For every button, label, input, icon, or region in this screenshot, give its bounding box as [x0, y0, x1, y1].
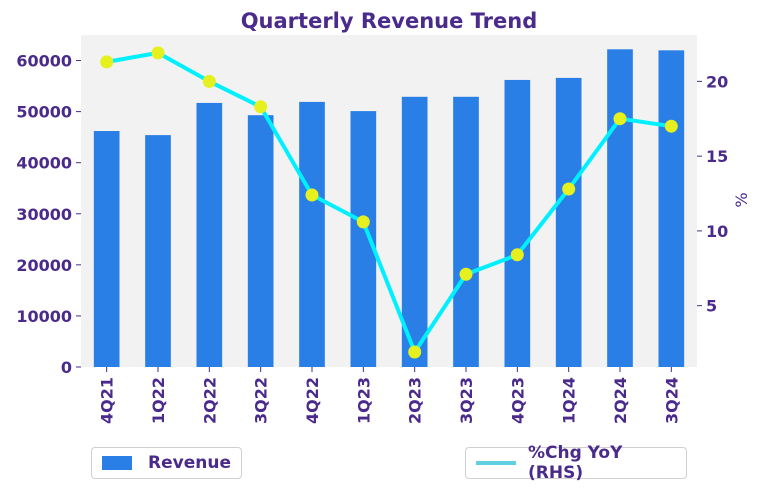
- yoy-point-3q24: [664, 119, 678, 133]
- x-tick-label: 3Q22: [252, 377, 271, 424]
- y-tick-label: 40000: [16, 154, 72, 173]
- x-tick-label: 2Q24: [611, 377, 630, 424]
- bar-2q23: [401, 96, 428, 368]
- yoy-point-1q22: [151, 46, 165, 60]
- bar-1q24: [555, 77, 582, 368]
- bar-3q23: [453, 96, 479, 368]
- yoy-line: [106, 50, 672, 354]
- legend-yoy: %Chg YoY (RHS): [465, 443, 687, 483]
- bars-layer: [93, 49, 685, 368]
- x-tick-label: 1Q22: [149, 377, 168, 424]
- line-layer: [100, 46, 678, 359]
- y-tick-label: 20000: [16, 256, 72, 275]
- legend-revenue-label: Revenue: [148, 453, 231, 473]
- bar-3q22: [247, 115, 274, 367]
- x-tick-label: 1Q23: [354, 377, 373, 424]
- y-tick-label: 50000: [16, 103, 72, 122]
- y-tick-label: 30000: [16, 205, 72, 224]
- yoy-point-1q24: [562, 182, 576, 196]
- x-axis-ticks: 4Q21 1Q22 2Q22 3Q22 4Q22 1Q23 2Q23 3Q23 4Q23 1Q24…: [98, 367, 681, 424]
- bar-2q24: [607, 49, 633, 368]
- yoy-point-3q22: [254, 100, 268, 114]
- x-tick-label: 3Q23: [457, 377, 476, 424]
- yoy-point-2q24: [613, 112, 627, 126]
- yoy-point-4q21: [100, 55, 114, 69]
- y-tick-label: 60000: [16, 52, 72, 71]
- x-tick-label: 4Q22: [303, 377, 322, 424]
- legend-revenue: Revenue: [91, 447, 242, 479]
- y2-tick-label: 10: [706, 222, 728, 241]
- y-tick-label: 10000: [16, 307, 72, 326]
- y2-tick-label: 20: [706, 72, 728, 91]
- y-tick-label: 0: [61, 358, 72, 377]
- bar-4q21: [93, 131, 120, 367]
- y2-tick-label: 15: [706, 147, 728, 166]
- x-tick-label: 3Q24: [662, 377, 681, 424]
- x-tick-label: 1Q24: [560, 377, 579, 424]
- y2-axis-label: %: [732, 192, 751, 207]
- yoy-point-2q23: [408, 345, 422, 359]
- bar-4q23: [504, 79, 531, 367]
- legend-yoy-label: %Chg YoY (RHS): [527, 443, 623, 483]
- yoy-point-4q22: [305, 188, 319, 202]
- bar-1q22: [145, 135, 171, 367]
- x-tick-label: 4Q23: [508, 377, 527, 424]
- legend-bar-swatch: [102, 456, 133, 470]
- x-tick-label: 4Q21: [98, 377, 117, 424]
- legend-line-swatch: [476, 461, 516, 465]
- chart-title: Quarterly Revenue Trend: [241, 9, 538, 33]
- y2-tick-label: 5: [706, 297, 717, 316]
- x-tick-label: 2Q22: [200, 377, 219, 424]
- yoy-point-1q23: [356, 215, 370, 229]
- bar-2q22: [196, 102, 223, 368]
- y2-axis-ticks: 5 10 15 20: [697, 72, 728, 316]
- yoy-point-4q23: [510, 248, 524, 262]
- bar-1q23: [350, 111, 377, 367]
- x-tick-label: 2Q23: [406, 377, 425, 424]
- yoy-point-2q22: [202, 74, 216, 88]
- y-axis-ticks: 0 10000 20000 30000 40000 50000 60000: [16, 52, 81, 377]
- bar-4q22: [299, 101, 325, 367]
- yoy-point-3q23: [459, 267, 473, 281]
- bar-3q24: [658, 50, 685, 367]
- plot-area: [81, 35, 697, 367]
